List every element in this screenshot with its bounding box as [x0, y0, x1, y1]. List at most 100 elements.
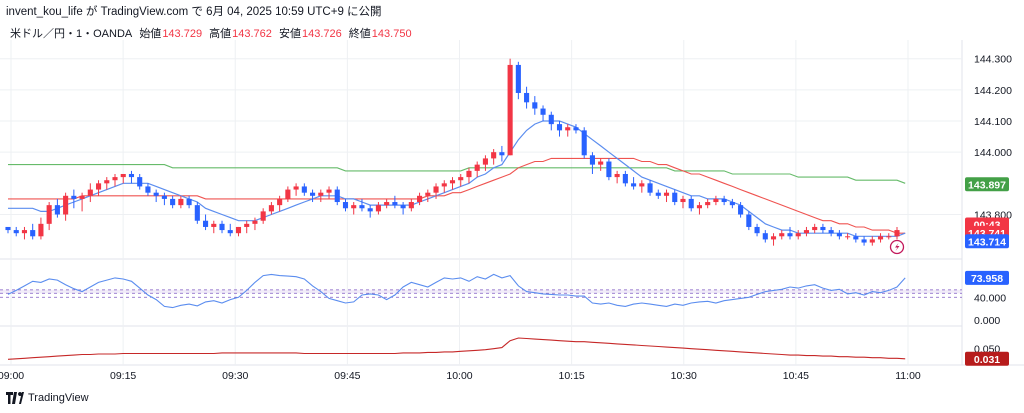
candle-body: [161, 195, 167, 199]
candle: [194, 202, 200, 224]
candle: [894, 226, 900, 240]
candle: [631, 177, 637, 190]
candle: [178, 195, 184, 209]
candle-body: [95, 183, 102, 190]
candle: [556, 121, 563, 137]
candle-body: [474, 164, 480, 171]
osc-tick-label: 40.000: [974, 292, 1006, 304]
time-tick-label: 09:15: [110, 370, 136, 382]
candle: [433, 183, 439, 199]
osc-tag-0-bg: [965, 270, 1009, 285]
candle: [705, 198, 711, 209]
publish-header: invent_kou_life が TradingView.com で 6月 0…: [6, 3, 382, 19]
candle: [137, 173, 143, 190]
low-label: 安値: [278, 28, 301, 40]
candle-body: [746, 214, 752, 227]
candle: [161, 192, 167, 206]
candle-body: [227, 230, 233, 234]
candle: [186, 195, 192, 209]
lower-tag-0-bg: [965, 351, 1009, 366]
candle-body: [647, 183, 653, 193]
candle: [285, 186, 291, 203]
footer-brand: TradingView: [28, 392, 89, 404]
time-tick-label: 10:00: [446, 370, 472, 382]
candle-body: [441, 183, 447, 187]
candle-body: [203, 220, 209, 227]
close-value: 143.750: [371, 28, 412, 40]
candle: [606, 158, 612, 181]
price-tag-3: 143.714: [965, 234, 1009, 249]
candle: [441, 180, 447, 193]
candle: [334, 186, 340, 206]
candle: [474, 161, 480, 178]
candle: [449, 177, 456, 190]
candle-body: [112, 177, 118, 181]
price-tag-3-text: 143.714: [968, 236, 1006, 248]
candle: [211, 220, 217, 234]
candle: [655, 189, 661, 199]
candle-body: [861, 239, 867, 243]
candle-body: [244, 223, 250, 227]
candle-body: [655, 192, 661, 196]
candle-body: [260, 211, 266, 221]
candle: [820, 223, 826, 234]
ma-fast-line: [8, 120, 906, 237]
price-tag-0: 143.897: [965, 177, 1009, 192]
price-tick-label: 144.300: [974, 54, 1012, 66]
ma-mid-line: [8, 157, 906, 234]
candle: [458, 173, 464, 187]
candle: [622, 170, 628, 187]
candle-body: [540, 108, 546, 115]
candle: [663, 189, 670, 203]
candle-body: [663, 192, 670, 196]
time-tick-label: 10:15: [558, 370, 584, 382]
candle-body: [30, 230, 36, 237]
candle-body: [845, 236, 851, 238]
candle: [301, 183, 307, 196]
candle-body: [631, 183, 637, 187]
candle: [244, 220, 250, 234]
candle: [310, 189, 316, 203]
candle-body: [622, 173, 628, 184]
candle: [845, 233, 851, 240]
candle-body: [598, 161, 604, 165]
candle: [293, 183, 299, 196]
candle: [598, 158, 604, 171]
candle-body: [515, 64, 521, 93]
candle: [762, 230, 768, 243]
candle: [408, 198, 414, 212]
candle: [13, 226, 19, 237]
price-tick-label: 144.100: [974, 116, 1012, 128]
candle-body: [128, 173, 135, 178]
candle-body: [499, 152, 505, 156]
candle: [729, 198, 735, 209]
candle: [688, 195, 694, 212]
candle: [104, 177, 110, 190]
candle-body: [145, 186, 151, 193]
candle-body: [310, 192, 316, 196]
candle: [738, 202, 744, 218]
candle-body: [235, 226, 242, 234]
candle-body: [581, 130, 587, 156]
candle: [515, 61, 521, 100]
candle: [63, 192, 69, 221]
candle: [425, 189, 431, 203]
symbol-legend: 米ドル／円・1・OANDA 始値143.729 高値143.762 安値143.…: [10, 25, 416, 41]
candle: [779, 230, 785, 240]
candle: [647, 180, 653, 196]
candle-body: [252, 220, 258, 224]
candle-body: [71, 195, 77, 199]
candle: [853, 233, 859, 243]
candle: [877, 233, 884, 243]
candle-body: [680, 198, 686, 203]
candle: [614, 170, 620, 184]
candle-body: [137, 177, 143, 187]
candle-body: [729, 202, 735, 206]
footer: TradingView: [6, 392, 89, 404]
alert-bolt-icon: [895, 243, 900, 251]
osc-tag-0: 73.958: [965, 270, 1009, 285]
candle-body: [334, 189, 340, 203]
candle-body: [787, 233, 793, 237]
candle-body: [211, 223, 217, 227]
